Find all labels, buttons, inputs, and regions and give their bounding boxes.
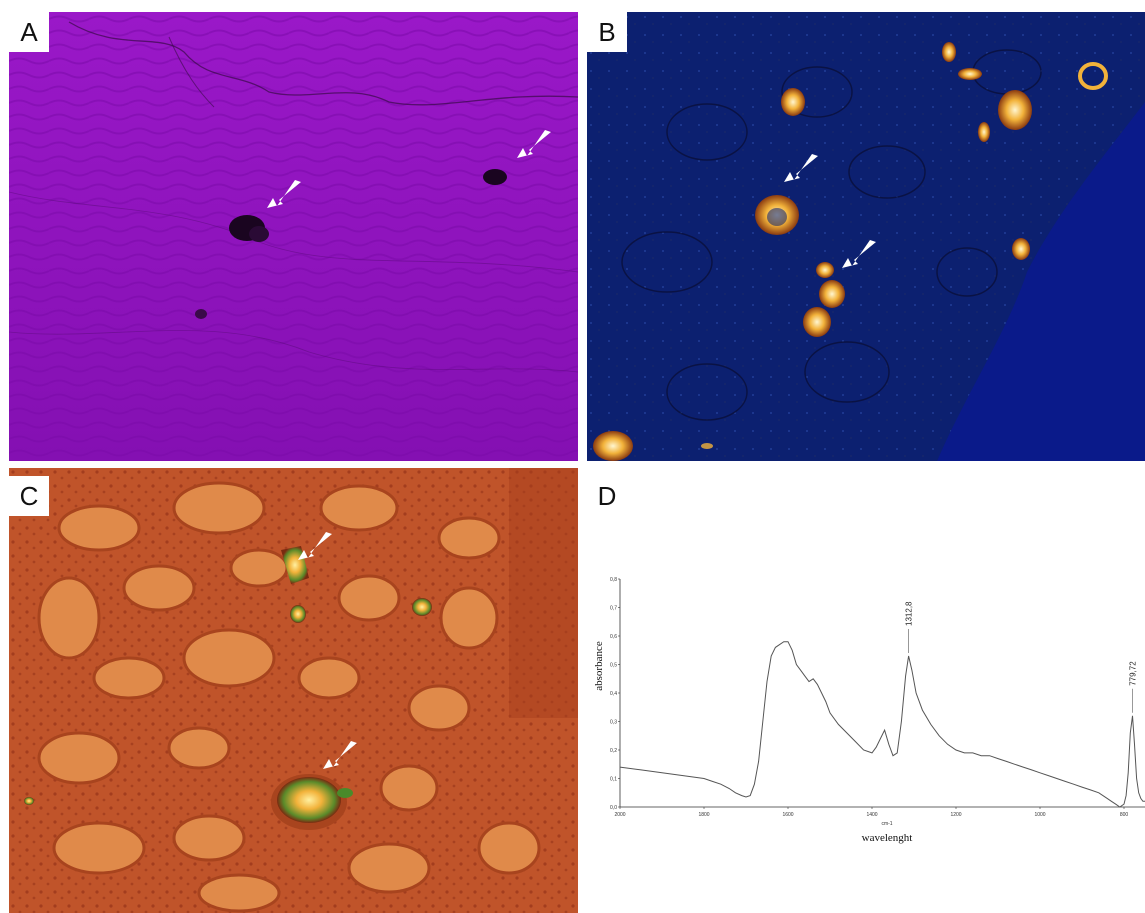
crystal-deposit-b1 [755,195,799,235]
crystal-deposit-b3 [781,88,805,116]
panel-label-d: D [587,476,627,516]
micrograph-panel-b: B [587,12,1145,461]
crystal-deposit-b5 [942,42,956,62]
y-tick-label: 0,6 [610,634,617,640]
y-ticks: 0,0 0,1 0,2 0,3 0,4 0,5 0,6 0,7 0,8 [610,577,620,811]
panel-label-c: C [9,476,49,516]
x-ticks: 2000 1800 1600 1400 1200 1000 800 [614,807,1128,818]
x-axis-unit: cm-1 [881,821,892,827]
crystal-deposit-b4 [998,90,1032,130]
crystal-deposit-a3 [195,309,207,319]
y-tick-label: 0,4 [610,691,617,697]
ir-spectrum-chart: 0,0 0,1 0,2 0,3 0,4 0,5 0,6 0,7 0,8 2000 1800 1600… [593,577,1145,844]
x-tick-label: 2000 [614,812,625,818]
y-tick-label: 0,2 [610,748,617,754]
spectrum-series-line [619,641,1145,808]
peak-label: 1312,8 [905,601,914,626]
x-tick-label: 1000 [1034,812,1045,818]
crystal-deposit-c2 [290,605,306,623]
x-tick-label: 1200 [950,812,961,818]
crystal-deposit-b2 [803,262,845,337]
x-axis-title: wavelenght [862,832,913,844]
crystal-deposit-b10 [593,431,633,461]
micrograph-panel-a: A [9,12,578,461]
arrow-icon [784,154,818,182]
x-tick-label: 1600 [782,812,793,818]
panel-label-a: A [9,12,49,52]
x-tick-label: 1400 [866,812,877,818]
spectrum-panel-d: D 0,0 0,1 0,2 0,3 0,4 0,5 0,6 0,7 0,8 2000 1800 16… [587,468,1145,913]
crystal-deposit-c4 [271,774,353,830]
panel-a-image [9,12,578,461]
crystal-deposit-a1 [229,215,269,242]
y-tick-label: 0,0 [610,805,617,811]
crystal-deposit-b9 [1012,238,1030,260]
y-axis-title: absorbance [593,641,605,691]
micrograph-panel-c: C [9,468,578,913]
crystal-deposit-b6 [958,68,982,80]
y-tick-label: 0,3 [610,719,617,725]
y-tick-label: 0,1 [610,776,617,782]
panel-label-b: B [587,12,627,52]
y-tick-label: 0,5 [610,662,617,668]
y-tick-label: 0,8 [610,577,617,583]
panel-c-image [9,468,578,913]
arrow-icon [323,741,357,769]
arrow-icon [298,532,332,560]
crystal-deposit-c3 [412,598,432,616]
crystal-deposit-a2 [483,169,507,185]
chart-axes [619,579,1145,808]
arrow-icon [842,240,876,268]
peak-annotations: 1312,8 779,72 [905,601,1138,713]
arrow-icon [517,130,551,158]
arrow-icon [267,180,301,208]
x-tick-label: 800 [1120,812,1129,818]
crystal-deposit-b7 [978,122,990,142]
crystal-deposit-b8 [1078,62,1108,90]
x-tick-label: 1800 [698,812,709,818]
peak-label: 779,72 [1129,661,1138,686]
panel-b-image [587,12,1145,461]
y-tick-label: 0,7 [610,605,617,611]
